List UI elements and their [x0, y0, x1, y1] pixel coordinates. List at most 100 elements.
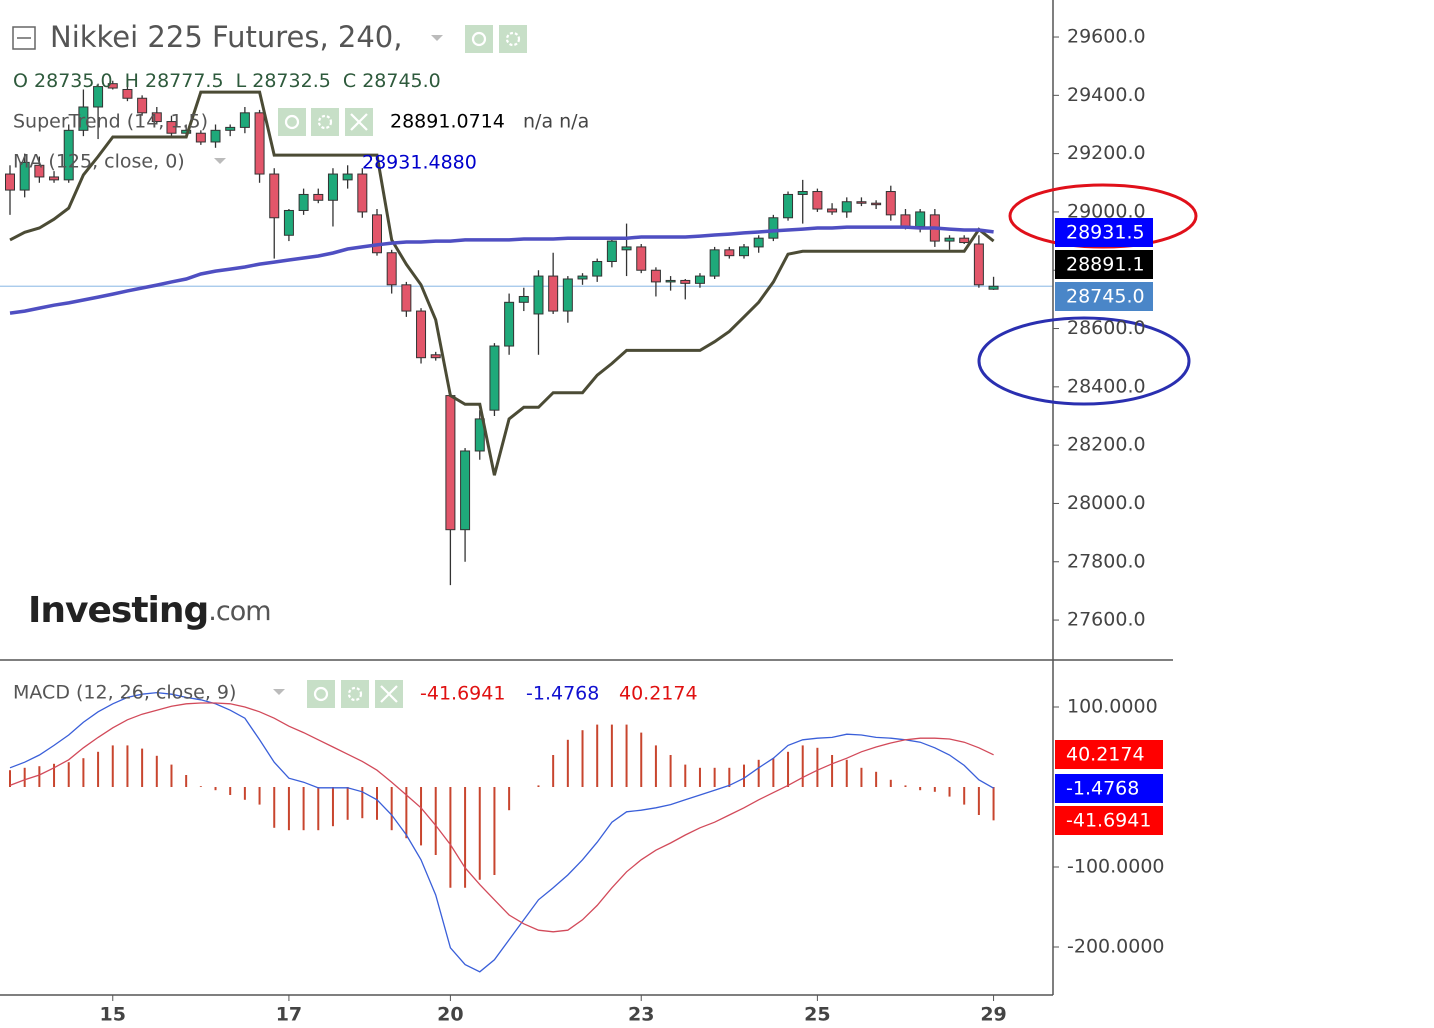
- candle-body: [562, 278, 573, 312]
- candle-body: [753, 237, 764, 248]
- candle-body: [416, 310, 427, 359]
- readout-key: C: [343, 70, 356, 92]
- candle-body: [621, 246, 632, 251]
- candle-body: [606, 240, 617, 262]
- candle-body: [856, 201, 867, 204]
- price-tag: [1055, 806, 1163, 835]
- candle-body: [944, 237, 955, 242]
- macd-readout: -41.6941: [420, 683, 505, 705]
- candle-body: [988, 285, 999, 290]
- price-tag: [1055, 740, 1163, 769]
- price-tag-label: 28745.0: [1066, 286, 1145, 308]
- x-tick-label: 25: [804, 1004, 830, 1026]
- candle-body: [254, 112, 265, 175]
- visibility-button[interactable]: [278, 108, 306, 136]
- candle-body: [34, 164, 45, 178]
- settings-button[interactable]: [341, 680, 369, 708]
- candle-body: [474, 418, 485, 452]
- settings-button[interactable]: [499, 25, 527, 53]
- candle-body: [592, 260, 603, 277]
- dropdown-arrow[interactable]: [273, 689, 285, 695]
- candle-body: [489, 345, 500, 411]
- candle-body: [283, 209, 294, 236]
- candle-body: [680, 279, 691, 284]
- candle-body: [915, 211, 926, 228]
- gear-glyph: [317, 114, 333, 130]
- close-glyph: [350, 113, 368, 131]
- price-tag-label: 40.2174: [1066, 744, 1145, 766]
- readout-key: O: [13, 70, 28, 92]
- y-tick-label: 28400.0: [1067, 375, 1146, 397]
- watermark-main: Investing: [28, 590, 208, 631]
- candle-body: [548, 275, 559, 312]
- indicator-line: [9, 702, 994, 933]
- candle-body: [973, 243, 984, 286]
- visibility-button[interactable]: [307, 680, 335, 708]
- candle-body: [239, 112, 250, 128]
- candle-body: [430, 354, 441, 359]
- candle-body: [768, 217, 779, 239]
- gear-glyph: [505, 31, 521, 47]
- candle-body: [372, 214, 382, 254]
- candle-body: [122, 88, 133, 99]
- candle-body: [19, 161, 30, 191]
- dropdown-arrow[interactable]: [431, 35, 443, 41]
- overlay: Nikkei 225 Futures, 240, O 28735.0 H 287…: [0, 0, 1198, 1026]
- close-glyph: [380, 685, 398, 703]
- x-tick-label: 23: [628, 1004, 654, 1026]
- y-tick-label: 29400.0: [1067, 84, 1146, 106]
- candle-body: [812, 191, 823, 210]
- y-tick-label: 29600.0: [1067, 26, 1146, 48]
- eye-glyph: [471, 31, 487, 47]
- y-tick-label: 29000.0: [1067, 200, 1146, 222]
- candle-body: [533, 275, 544, 315]
- watermark-suffix: .com: [208, 596, 270, 627]
- readout-value: 28735.0: [34, 70, 113, 92]
- y-tick-label: -200.0000: [1067, 936, 1165, 958]
- candle-body: [151, 112, 162, 123]
- ohlc-readout: O 28735.0 H 28777.5 L 28732.5 C 28745.0: [13, 70, 441, 92]
- macd-readout: -1.4768: [526, 683, 599, 705]
- legend-entry: MA (125, close, 0): [13, 151, 185, 173]
- candle-body: [694, 275, 705, 284]
- dropdown-arrow[interactable]: [214, 158, 226, 164]
- visibility-button[interactable]: [465, 25, 493, 53]
- y-tick-label: 28000.0: [1067, 492, 1146, 514]
- candle-body: [724, 249, 735, 257]
- candle-body: [298, 193, 309, 211]
- settings-button[interactable]: [311, 108, 339, 136]
- candle-body: [78, 106, 89, 131]
- candle-body: [460, 450, 471, 531]
- legend-readout-extra: n/a n/a: [523, 111, 589, 133]
- y-tick-label: 27800.0: [1067, 550, 1146, 572]
- price-tag-label: 28891.1: [1066, 254, 1145, 276]
- candle-body: [577, 275, 588, 280]
- candle-body: [195, 132, 206, 143]
- indicator-line: [9, 225, 994, 315]
- x-tick-label: 17: [276, 1004, 302, 1026]
- readout-value: 28777.5: [145, 70, 224, 92]
- readout-key: H: [125, 70, 139, 92]
- price-tag-label: -1.4768: [1066, 778, 1139, 800]
- candle-body: [327, 173, 338, 201]
- price-tag-label: 28931.5: [1066, 222, 1145, 244]
- candle-body: [739, 246, 749, 257]
- candle-body: [504, 301, 515, 347]
- y-tick-label: 28200.0: [1067, 434, 1146, 456]
- candle-body: [93, 86, 104, 108]
- readout-key: L: [236, 70, 247, 92]
- gear-glyph: [347, 686, 363, 702]
- price-tag-label: -41.6941: [1066, 810, 1151, 832]
- blue-ellipse-annotation: [977, 316, 1191, 406]
- collapse-icon[interactable]: [12, 26, 36, 50]
- candle-body: [797, 191, 808, 195]
- y-tick-label: 27600.0: [1067, 609, 1146, 631]
- indicator-line: [9, 691, 994, 973]
- candle-body: [210, 129, 221, 143]
- candle-body: [900, 214, 911, 228]
- candle-body: [166, 121, 177, 134]
- y-tick-label: -100.0000: [1067, 856, 1165, 878]
- candle-body: [518, 295, 529, 303]
- price-tag: [1055, 774, 1163, 803]
